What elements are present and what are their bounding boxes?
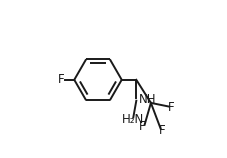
Text: F: F (158, 124, 164, 137)
Text: F: F (57, 73, 64, 86)
Text: NH: NH (138, 93, 155, 106)
Text: F: F (168, 101, 174, 114)
Text: F: F (138, 120, 145, 133)
Text: H₂N: H₂N (122, 113, 144, 126)
